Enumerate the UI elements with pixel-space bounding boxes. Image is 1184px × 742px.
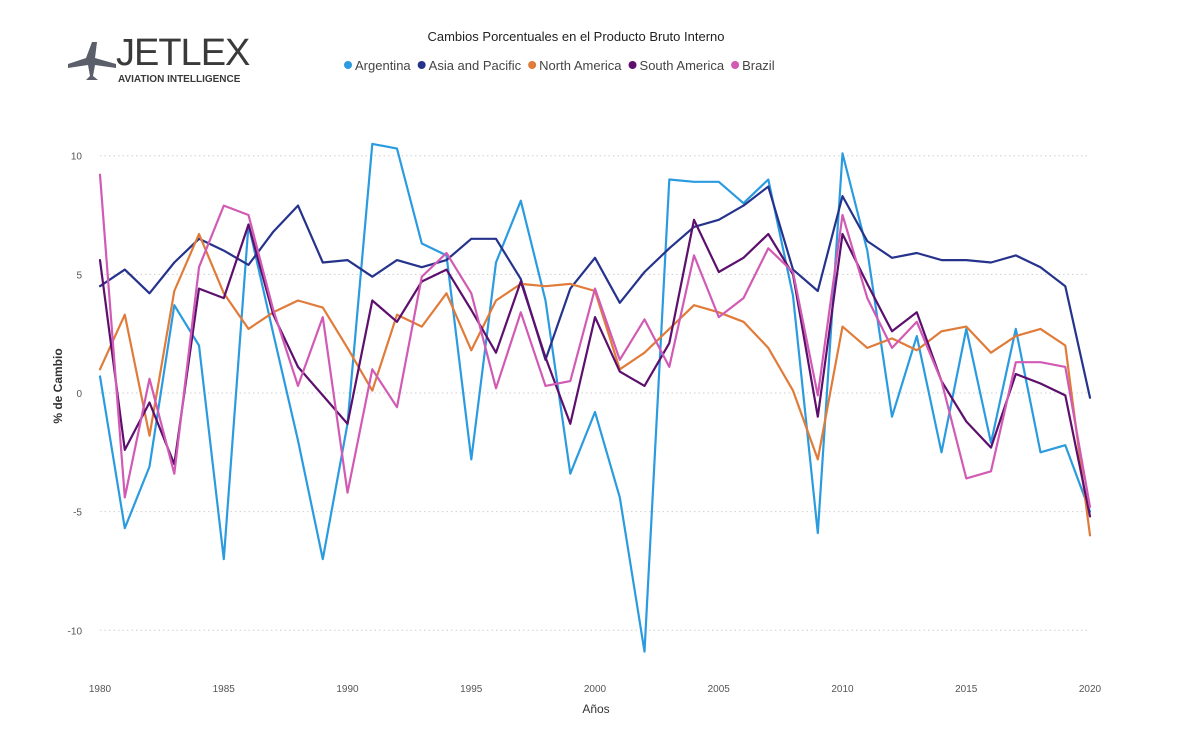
logo-tagline: AVIATION INTELLIGENCE [118,74,241,85]
chart-series-lines [98,142,1092,653]
legend-marker-south-america [628,61,637,69]
series-line-south-america [98,218,1092,518]
legend-marker-asia-and-pacific [417,61,426,69]
x-axis-label: Años [582,702,609,716]
series-line-argentina [98,142,1092,653]
legend-label-north-america[interactable]: North America [539,58,622,73]
x-tick-label: 1985 [213,684,236,695]
chart-gridlines [100,155,1090,631]
y-axis-ticks: 10 5 0 -5 -10 [68,152,83,638]
chart-title: Cambios Porcentuales en el Producto Brut… [427,29,724,44]
legend-label-asia-and-pacific[interactable]: Asia and Pacific [429,58,522,73]
x-tick-label: 2015 [955,684,978,695]
x-tick-label: 2020 [1079,684,1102,695]
legend-marker-north-america [528,61,537,69]
legend-label-south-america[interactable]: South America [640,58,725,73]
legend-label-brazil[interactable]: Brazil [742,58,775,73]
y-axis-label: % de Cambio [51,348,65,423]
legend-marker-argentina [344,61,352,69]
y-tick-label: 10 [71,152,83,163]
x-tick-label: 1990 [336,684,359,695]
series-line-asia-and-pacific [98,185,1092,399]
logo-wordmark: JETLEX [116,32,250,74]
x-tick-label: 1980 [89,684,112,695]
x-axis-ticks: 1980 1985 1990 1995 2000 2005 2010 2015 2020 [89,684,1102,695]
x-tick-label: 2005 [708,684,731,695]
y-tick-label: -5 [73,508,82,519]
airplane-icon [68,42,116,80]
x-tick-label: 2010 [831,684,854,695]
x-tick-label: 1995 [460,684,483,695]
jetlex-logo: JETLEX AVIATION INTELLIGENCE [66,30,256,94]
y-tick-label: 0 [76,389,82,400]
chart-legend: Argentina Asia and Pacific North America So… [344,58,775,73]
y-tick-label: -10 [68,626,83,637]
series-line-brazil [98,173,1092,508]
x-tick-label: 2000 [584,684,607,695]
legend-marker-brazil [731,61,740,69]
legend-label-argentina[interactable]: Argentina [355,58,411,73]
y-tick-label: 5 [76,270,82,281]
